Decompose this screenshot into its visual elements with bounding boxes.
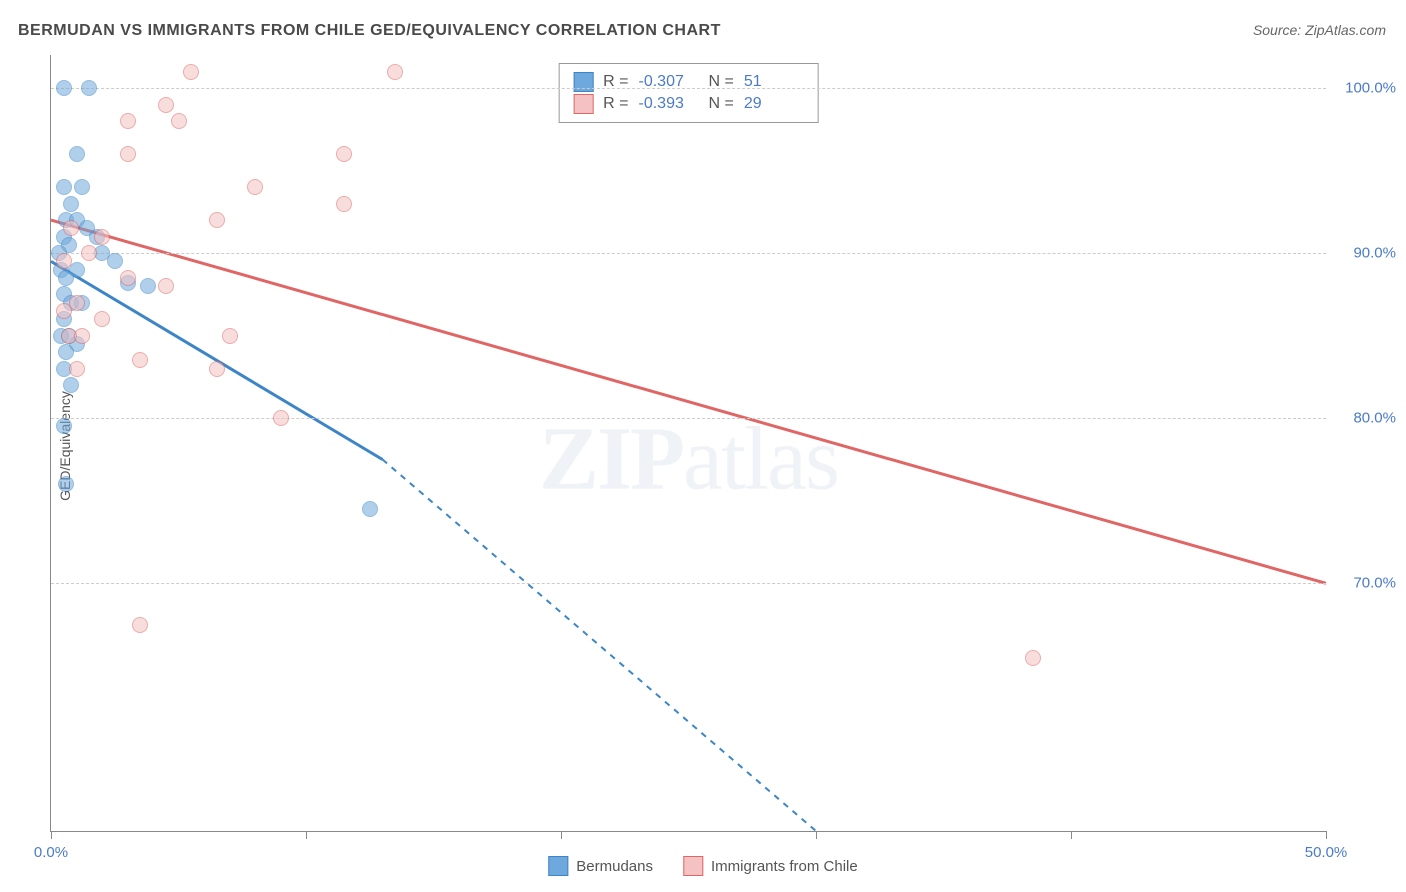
data-point bbox=[81, 80, 97, 96]
data-point bbox=[183, 64, 199, 80]
watermark: ZIPatlas bbox=[539, 407, 838, 510]
n-value: 29 bbox=[744, 95, 804, 113]
y-tick-label: 80.0% bbox=[1353, 410, 1396, 427]
data-point bbox=[63, 377, 79, 393]
data-point bbox=[120, 113, 136, 129]
r-label: R = bbox=[603, 95, 628, 113]
data-point bbox=[158, 278, 174, 294]
x-tick bbox=[306, 831, 307, 839]
data-point bbox=[58, 270, 74, 286]
gridline bbox=[51, 88, 1326, 89]
data-point bbox=[94, 311, 110, 327]
data-point bbox=[58, 344, 74, 360]
gridline bbox=[51, 418, 1326, 419]
data-point bbox=[58, 476, 74, 492]
x-tick bbox=[1071, 831, 1072, 839]
legend-item: Bermudans bbox=[548, 856, 653, 876]
chart-title: BERMUDAN VS IMMIGRANTS FROM CHILE GED/EQ… bbox=[18, 22, 721, 40]
source-attribution: Source: ZipAtlas.com bbox=[1253, 22, 1386, 38]
data-point bbox=[132, 617, 148, 633]
regression-row: R = -0.393 N = 29 bbox=[573, 94, 804, 114]
x-tick bbox=[561, 831, 562, 839]
regression-stats-box: R =-0.307N =51R =-0.393N =29 bbox=[558, 63, 819, 123]
data-point bbox=[69, 361, 85, 377]
data-point bbox=[69, 146, 85, 162]
data-point bbox=[362, 501, 378, 517]
data-point bbox=[336, 196, 352, 212]
x-tick bbox=[1326, 831, 1327, 839]
series-swatch bbox=[683, 856, 703, 876]
data-point bbox=[247, 179, 263, 195]
data-point bbox=[107, 253, 123, 269]
x-tick-label: 0.0% bbox=[34, 844, 68, 861]
x-tick bbox=[816, 831, 817, 839]
data-point bbox=[171, 113, 187, 129]
data-point bbox=[56, 80, 72, 96]
series-name: Immigrants from Chile bbox=[711, 858, 858, 875]
x-tick bbox=[51, 831, 52, 839]
data-point bbox=[74, 328, 90, 344]
x-tick-label: 50.0% bbox=[1305, 844, 1348, 861]
data-point bbox=[120, 270, 136, 286]
data-point bbox=[387, 64, 403, 80]
data-point bbox=[81, 245, 97, 261]
y-tick-label: 70.0% bbox=[1353, 575, 1396, 592]
gridline bbox=[51, 583, 1326, 584]
data-point bbox=[63, 196, 79, 212]
data-point bbox=[56, 418, 72, 434]
data-point bbox=[63, 220, 79, 236]
data-point bbox=[209, 212, 225, 228]
data-point bbox=[1025, 650, 1041, 666]
y-tick-label: 90.0% bbox=[1353, 245, 1396, 262]
plot-area: ZIPatlas R =-0.307N =51R =-0.393N =29 70… bbox=[50, 55, 1326, 832]
data-point bbox=[158, 97, 174, 113]
data-point bbox=[273, 410, 289, 426]
data-point bbox=[56, 179, 72, 195]
trend-lines-layer bbox=[51, 55, 1326, 831]
data-point bbox=[132, 352, 148, 368]
r-value: -0.393 bbox=[639, 95, 699, 113]
data-point bbox=[140, 278, 156, 294]
data-point bbox=[56, 253, 72, 269]
data-point bbox=[336, 146, 352, 162]
data-point bbox=[222, 328, 238, 344]
data-point bbox=[56, 303, 72, 319]
gridline bbox=[51, 253, 1326, 254]
bottom-legend: Bermudans Immigrants from Chile bbox=[548, 856, 857, 876]
n-label: N = bbox=[709, 95, 734, 113]
series-swatch bbox=[573, 94, 593, 114]
data-point bbox=[94, 229, 110, 245]
data-point bbox=[120, 146, 136, 162]
data-point bbox=[209, 361, 225, 377]
series-name: Bermudans bbox=[576, 858, 653, 875]
legend-item: Immigrants from Chile bbox=[683, 856, 858, 876]
series-swatch bbox=[548, 856, 568, 876]
data-point bbox=[74, 179, 90, 195]
y-tick-label: 100.0% bbox=[1345, 80, 1396, 97]
